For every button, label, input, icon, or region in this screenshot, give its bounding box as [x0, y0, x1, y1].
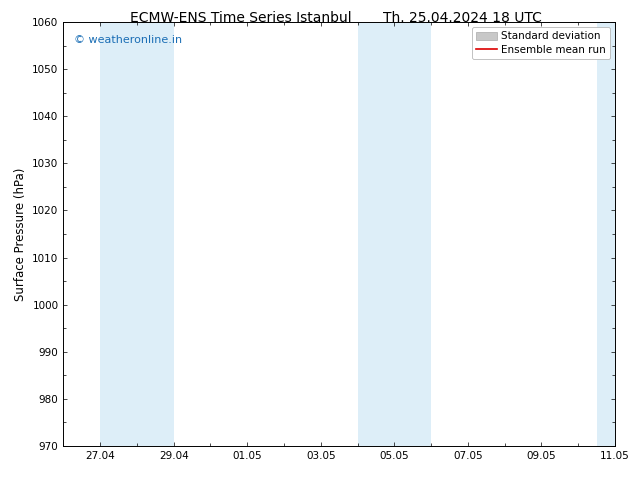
Bar: [597, 22, 615, 446]
Text: ECMW-ENS Time Series Istanbul: ECMW-ENS Time Series Istanbul: [130, 11, 352, 25]
Text: Th. 25.04.2024 18 UTC: Th. 25.04.2024 18 UTC: [384, 11, 542, 25]
Legend: Standard deviation, Ensemble mean run: Standard deviation, Ensemble mean run: [472, 27, 610, 59]
Y-axis label: Surface Pressure (hPa): Surface Pressure (hPa): [14, 167, 27, 301]
Text: © weatheronline.in: © weatheronline.in: [74, 35, 183, 45]
Bar: [100, 22, 174, 446]
Bar: [358, 22, 431, 446]
